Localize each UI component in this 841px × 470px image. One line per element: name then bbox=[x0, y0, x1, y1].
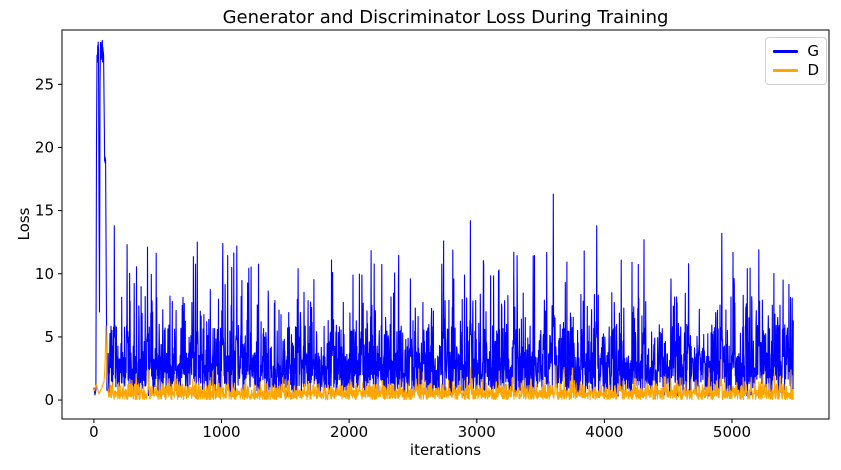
x-tick-label: 1000 bbox=[202, 423, 240, 441]
axes-frame bbox=[61, 29, 830, 420]
y-tick-label: 25 bbox=[35, 75, 54, 93]
legend-item-d: D bbox=[773, 63, 819, 78]
y-tick-label: 10 bbox=[35, 265, 54, 283]
series-g-line bbox=[93, 39, 794, 397]
d-line-swatch bbox=[773, 69, 799, 72]
x-tick-label: 4000 bbox=[585, 423, 623, 441]
x-axis-label: iterations bbox=[409, 441, 482, 459]
x-tick-label: 5000 bbox=[713, 423, 751, 441]
x-tick-label: 2000 bbox=[330, 423, 368, 441]
series-d-line bbox=[93, 325, 794, 401]
legend-label-g: G bbox=[807, 42, 819, 60]
y-tick-label: 0 bbox=[44, 391, 54, 409]
x-tick-label: 0 bbox=[89, 423, 99, 441]
y-tick-label: 20 bbox=[35, 138, 54, 156]
g-line-swatch bbox=[773, 50, 799, 53]
y-tick-label: 5 bbox=[44, 328, 54, 346]
chart-title: Generator and Discriminator Loss During … bbox=[222, 7, 669, 28]
y-tick-label: 15 bbox=[35, 202, 54, 220]
x-tick-label: 3000 bbox=[458, 423, 496, 441]
legend-item-g: G bbox=[773, 44, 819, 59]
legend: G D bbox=[765, 37, 827, 85]
legend-label-d: D bbox=[807, 61, 819, 79]
